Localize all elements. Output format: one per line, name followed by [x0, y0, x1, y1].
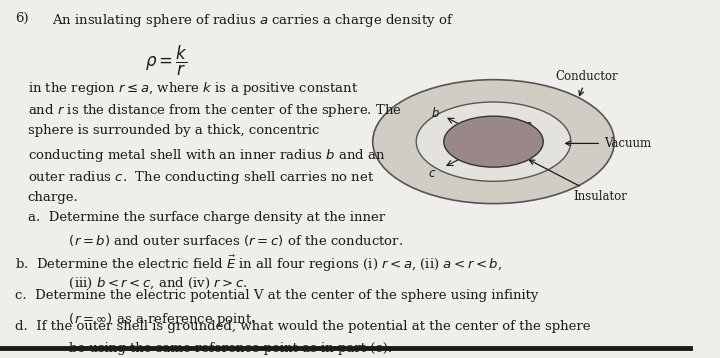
Text: Insulator: Insulator — [529, 160, 627, 203]
Text: 6): 6) — [15, 13, 29, 25]
Circle shape — [373, 80, 614, 204]
Circle shape — [416, 102, 571, 181]
Text: $(r = b)$ and outer surfaces $(r = c)$ of the conductor.: $(r = b)$ and outer surfaces $(r = c)$ o… — [52, 233, 403, 248]
Text: Conductor: Conductor — [556, 69, 618, 96]
Text: b.  Determine the electric field $\vec{E}$ in all four regions (i) $r < a$, (ii): b. Determine the electric field $\vec{E}… — [15, 253, 503, 274]
Text: d.  If the outer shell is grounded, what would the potential at the center of th: d. If the outer shell is grounded, what … — [15, 320, 590, 333]
Text: An insulating sphere of radius $a$ carries a charge density of: An insulating sphere of radius $a$ carri… — [52, 13, 454, 29]
Text: Vacuum: Vacuum — [566, 137, 651, 150]
Text: conducting metal shell with an inner radius $b$ and an: conducting metal shell with an inner rad… — [27, 146, 385, 164]
Text: be using the same reference point as in part (c).: be using the same reference point as in … — [52, 342, 392, 355]
Text: and $r$ is the distance from the center of the sphere. The: and $r$ is the distance from the center … — [27, 102, 402, 119]
Text: $\rho = \dfrac{k}{r}$: $\rho = \dfrac{k}{r}$ — [145, 44, 188, 78]
Text: $c$: $c$ — [428, 166, 436, 179]
Text: (iii) $b < r < c$, and (iv) $r > c$.: (iii) $b < r < c$, and (iv) $r > c$. — [52, 275, 248, 291]
Text: in the region $r \leq a$, where $k$ is a positive constant: in the region $r \leq a$, where $k$ is a… — [27, 80, 358, 97]
Text: $( r =  \infty)$ as a reference point.: $( r = \infty)$ as a reference point. — [52, 310, 256, 328]
Circle shape — [444, 116, 543, 167]
Text: outer radius $c$.  The conducting shell carries no net: outer radius $c$. The conducting shell c… — [27, 169, 374, 186]
Text: sphere is surrounded by a thick, concentric: sphere is surrounded by a thick, concent… — [27, 124, 319, 137]
Text: charge.: charge. — [27, 191, 78, 204]
Text: $a$: $a$ — [523, 119, 532, 132]
Text: a.  Determine the surface charge density at the inner: a. Determine the surface charge density … — [27, 211, 384, 224]
Text: c.  Determine the electric potential V at the center of the sphere using infinit: c. Determine the electric potential V at… — [15, 289, 539, 301]
Text: $b$: $b$ — [431, 106, 440, 120]
